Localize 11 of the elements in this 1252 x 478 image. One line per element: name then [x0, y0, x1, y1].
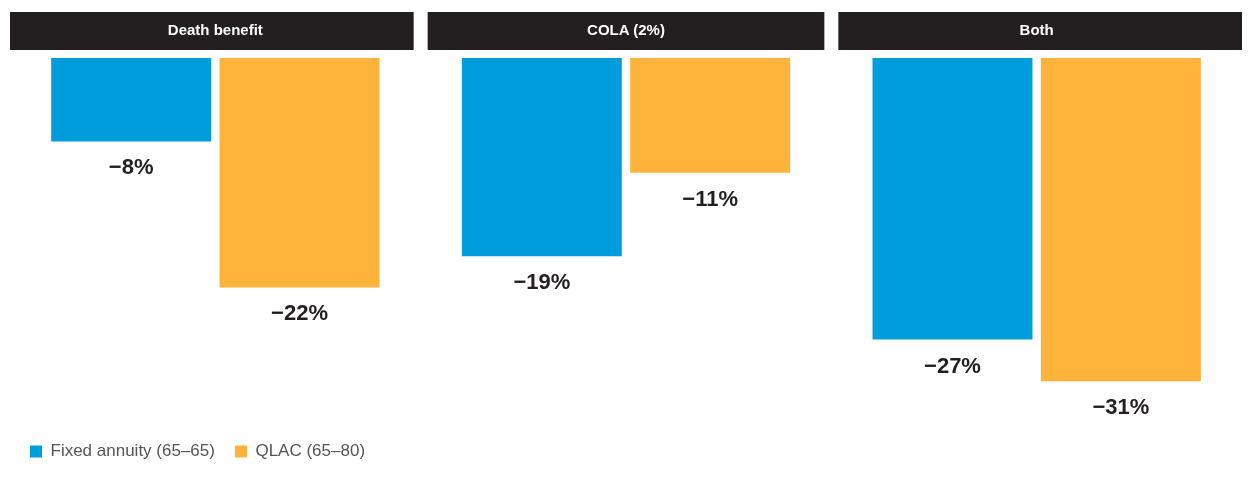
legend-label: QLAC (65–80): [255, 441, 366, 461]
x-tick-label: COLA (2%): [587, 21, 665, 39]
x-tick-label: Death benefit: [167, 21, 263, 39]
data-label: −31%: [1092, 394, 1150, 420]
x-tick-label: Both: [1019, 21, 1054, 39]
data-label: −22%: [271, 300, 328, 326]
legend-label: Fixed annuity (65–65): [50, 441, 215, 461]
data-label: −8%: [108, 154, 154, 180]
data-label: −11%: [682, 185, 739, 211]
data-label: −19%: [513, 269, 571, 295]
data-label: −27%: [924, 352, 981, 378]
